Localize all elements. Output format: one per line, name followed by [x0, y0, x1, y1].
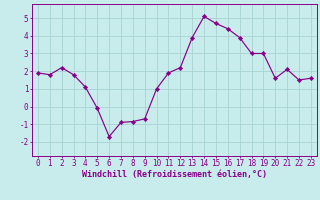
X-axis label: Windchill (Refroidissement éolien,°C): Windchill (Refroidissement éolien,°C): [82, 170, 267, 179]
